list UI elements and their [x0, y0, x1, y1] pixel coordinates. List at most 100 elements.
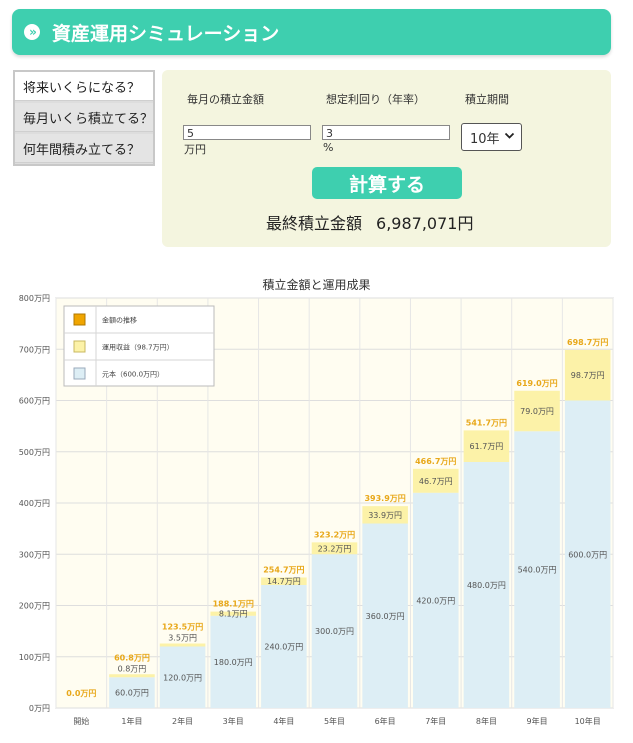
- bar-total-label: 323.2万円: [314, 530, 355, 539]
- bar-principal-label: 480.0万円: [467, 581, 506, 590]
- y-tick-label: 500万円: [19, 448, 50, 457]
- bar-principal-label: 180.0万円: [214, 658, 253, 667]
- x-tick-label: 8年目: [476, 716, 497, 726]
- bar-total-label: 698.7万円: [567, 338, 608, 347]
- y-tick-label: 300万円: [19, 550, 50, 559]
- legend-box: [63, 305, 215, 387]
- rate-label: 想定利回り（年率）: [326, 93, 425, 106]
- legend-label: 元本（600.0万円）: [102, 370, 164, 379]
- bar-principal-label: 540.0万円: [518, 566, 557, 575]
- result-value: 6,987,071円: [376, 214, 474, 233]
- legend-label: 運用収益（98.7万円）: [102, 343, 174, 352]
- app-header: » 資産運用シミュレーション: [12, 9, 611, 55]
- bar-gain-label: 33.9万円: [368, 511, 402, 520]
- bar-principal-label: 240.0万円: [264, 643, 303, 652]
- rate-unit: %: [323, 141, 334, 154]
- bar-principal: [362, 523, 408, 708]
- bar-principal-label: 120.0万円: [163, 673, 202, 682]
- bar-principal: [463, 462, 510, 708]
- bar-principal: [159, 646, 206, 708]
- x-tick-label: 9年目: [526, 716, 547, 726]
- bar-gain-label: 3.5万円: [168, 634, 197, 643]
- bar-gain-label: 79.0万円: [520, 407, 554, 416]
- bar-total-label: 254.7万円: [263, 565, 304, 574]
- input-panel: 毎月の積立金額 想定利回り（年率） 積立期間 5 万円 3 % 10年 計算する…: [162, 70, 611, 247]
- bar-gain: [362, 506, 408, 524]
- bar-principal: [514, 431, 560, 708]
- bar-gain: [311, 542, 358, 555]
- bar-gain: [564, 349, 611, 401]
- bar-principal: [210, 615, 257, 708]
- bar-principal-label: 60.0万円: [115, 689, 149, 698]
- bar-gain: [412, 468, 459, 493]
- mode-tabs: 将来いくらになる？ 毎月いくら積立てる？ 何年間積み立てる？: [13, 70, 155, 166]
- bar-principal: [412, 492, 459, 708]
- bar-principal-label: 360.0万円: [366, 612, 405, 621]
- tab-years[interactable]: 何年間積み立てる？: [15, 134, 153, 163]
- x-tick-label: 1年目: [121, 716, 142, 726]
- x-tick-label: 7年目: [425, 716, 446, 726]
- bar-gain-label: 23.2万円: [318, 544, 352, 553]
- y-tick-label: 700万円: [19, 345, 50, 354]
- legend-swatch: [73, 340, 86, 353]
- x-tick-label: 2年目: [172, 716, 193, 726]
- result: 最終積立金額 6,987,071円: [266, 210, 473, 234]
- bar-total-label: 60.8万円: [114, 653, 150, 662]
- monthly-label: 毎月の積立金額: [187, 93, 264, 106]
- y-tick-label: 800万円: [19, 294, 50, 303]
- bar-gain: [210, 611, 257, 616]
- bar-gain-label: 8.1万円: [219, 610, 248, 619]
- legend-swatch: [73, 313, 86, 326]
- tab-monthly-amount[interactable]: 毎月いくら積立てる？: [15, 103, 153, 132]
- bar-gain-label: 0.8万円: [118, 664, 147, 673]
- monthly-input[interactable]: 5: [183, 125, 311, 140]
- bar-principal-label: 300.0万円: [315, 627, 354, 636]
- bar-principal-label: 420.0万円: [416, 596, 455, 605]
- result-label: 最終積立金額: [266, 214, 363, 233]
- legend-label: 金額の推移: [102, 316, 137, 325]
- bar-gain: [261, 577, 307, 585]
- bar-principal: [109, 677, 155, 708]
- tab-future-amount[interactable]: 将来いくらになる？: [15, 72, 153, 101]
- rate-input[interactable]: 3: [322, 125, 450, 140]
- y-tick-label: 200万円: [19, 602, 50, 611]
- period-label: 積立期間: [465, 93, 509, 106]
- y-tick-label: 600万円: [19, 397, 50, 406]
- bar-total-label: 541.7万円: [466, 418, 507, 427]
- y-tick-label: 400万円: [19, 499, 50, 508]
- bar-gain-label: 61.7万円: [470, 442, 504, 451]
- arrow-icon: »: [24, 24, 40, 40]
- bar-gain: [109, 674, 155, 678]
- bar-principal: [564, 400, 611, 708]
- bar-gain-label: 14.7万円: [267, 577, 301, 586]
- legend-swatch: [73, 367, 86, 380]
- bar-gain: [514, 390, 560, 432]
- x-tick-label: 6年目: [375, 716, 396, 726]
- period-select[interactable]: 10年: [461, 123, 522, 151]
- x-tick-label: 10年目: [575, 716, 601, 726]
- bar-gain: [463, 430, 510, 462]
- bar-total-label: 619.0万円: [516, 379, 557, 388]
- chart-title: 積立金額と運用成果: [262, 278, 371, 292]
- bar-total-label: 188.1万円: [213, 600, 254, 609]
- x-tick-label: 3年目: [223, 716, 244, 726]
- bar-gain-label: 98.7万円: [571, 371, 605, 380]
- y-tick-label: 0万円: [29, 704, 50, 713]
- bar-total-label: 123.5万円: [162, 623, 203, 632]
- bar-total-label: 0.0万円: [66, 689, 96, 698]
- calculate-button[interactable]: 計算する: [312, 167, 462, 199]
- bar-principal: [311, 554, 358, 708]
- y-tick-label: 100万円: [19, 653, 50, 662]
- bar-gain: [159, 643, 206, 647]
- x-tick-label: 開始: [73, 716, 89, 726]
- bar-total-label: 393.9万円: [364, 494, 405, 503]
- x-tick-label: 4年目: [273, 716, 294, 726]
- bar-gain-label: 46.7万円: [419, 477, 453, 486]
- bar-principal: [261, 585, 307, 708]
- x-tick-label: 5年目: [324, 716, 345, 726]
- page-title: 資産運用シミュレーション: [52, 22, 280, 45]
- period-value: 10年: [470, 131, 500, 147]
- chevron-down-icon: [504, 130, 515, 144]
- bar-total-label: 466.7万円: [415, 457, 456, 466]
